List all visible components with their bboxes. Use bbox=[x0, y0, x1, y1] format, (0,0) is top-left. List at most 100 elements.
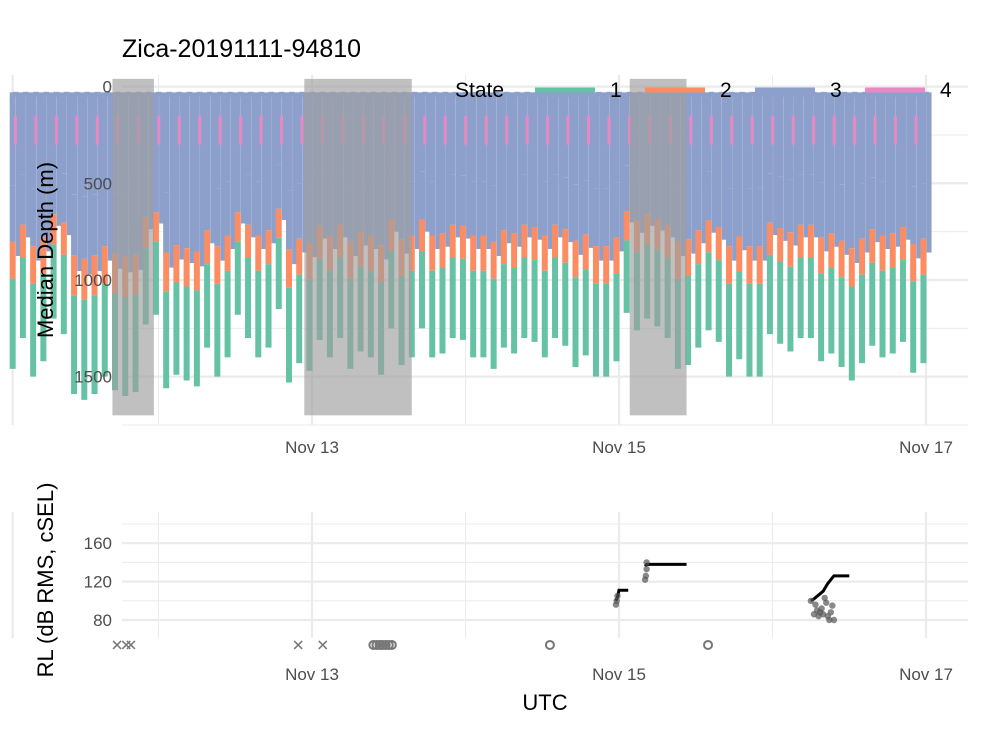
x-tick-label: Nov 13 bbox=[285, 438, 339, 457]
cross-stroke bbox=[126, 640, 136, 650]
dive-profile bbox=[60, 91, 72, 335]
x-tick-label: Nov 15 bbox=[592, 438, 646, 457]
dive-profile bbox=[603, 91, 615, 377]
dive-profile bbox=[736, 91, 748, 360]
dive-profile bbox=[214, 91, 226, 377]
dive-profile bbox=[879, 91, 891, 358]
rms-point bbox=[829, 602, 836, 609]
dive-profile bbox=[50, 91, 62, 319]
cross-marker bbox=[112, 640, 122, 650]
rms-point bbox=[827, 609, 835, 616]
dive-profile bbox=[766, 91, 779, 335]
rms-point bbox=[613, 597, 620, 604]
dive-profile bbox=[173, 91, 185, 375]
rms-point bbox=[823, 599, 830, 606]
csel-line bbox=[810, 574, 850, 603]
open-circle-marker bbox=[383, 639, 394, 650]
legend-item-state-1: 1 bbox=[535, 79, 622, 102]
dive-profile bbox=[889, 91, 901, 354]
dive-profile bbox=[920, 91, 932, 364]
dive-profile bbox=[101, 91, 113, 377]
dive-profile bbox=[756, 91, 768, 377]
open-circle-marker bbox=[368, 639, 379, 650]
dive-profile bbox=[787, 91, 799, 352]
y-axis-label: Median Depth (m) bbox=[33, 162, 58, 338]
rms-point bbox=[614, 592, 621, 600]
dive-profile bbox=[19, 91, 32, 338]
dive-profile bbox=[490, 91, 502, 369]
dive-profile bbox=[439, 91, 451, 354]
depth-panel: 0 500 1000 1500 Nov 13 Nov 15 Nov 17 Median Dep… bbox=[9, 75, 968, 457]
dive-profile bbox=[531, 91, 543, 342]
rms-point bbox=[812, 601, 819, 608]
dive-profile bbox=[899, 91, 912, 342]
dive-profile bbox=[204, 91, 216, 348]
dive-profile bbox=[152, 91, 165, 315]
y-tick-label: 500 bbox=[84, 174, 112, 193]
dive-profile bbox=[429, 91, 441, 358]
dive-profile bbox=[552, 91, 564, 338]
dive-profile bbox=[265, 91, 277, 348]
dive-profile bbox=[193, 91, 206, 387]
dive-profile bbox=[511, 91, 523, 354]
legend-label: 3 bbox=[830, 79, 842, 102]
dive-profile bbox=[828, 91, 840, 354]
rms-point bbox=[821, 594, 828, 602]
dive-profile bbox=[500, 91, 513, 348]
dive-profile bbox=[869, 91, 881, 346]
dive-profile bbox=[234, 91, 246, 315]
x-tick-label: Nov 15 bbox=[592, 665, 646, 684]
dive-profile bbox=[562, 91, 574, 346]
dive-profile bbox=[582, 91, 594, 356]
dive-profile bbox=[521, 91, 533, 338]
rms-point bbox=[830, 616, 838, 624]
dive-profile bbox=[296, 91, 308, 364]
dive-profile bbox=[275, 91, 287, 309]
cross-stroke bbox=[318, 640, 328, 650]
dive-profile bbox=[859, 91, 871, 364]
exposure-shade bbox=[629, 78, 687, 416]
dive-profile bbox=[613, 91, 625, 362]
dive-profile bbox=[797, 91, 809, 338]
dive-profile bbox=[592, 91, 605, 377]
y-tick-label: 1500 bbox=[74, 368, 112, 387]
dive-profile bbox=[9, 91, 21, 369]
open-circle-marker bbox=[374, 639, 385, 650]
y-axis-label: RL (dB RMS, cSEL) bbox=[33, 483, 58, 678]
chart-title: Zica-20191111-94810 bbox=[122, 35, 361, 63]
y-tick-label: 1000 bbox=[74, 271, 112, 290]
cross-marker bbox=[293, 640, 303, 650]
rms-point bbox=[643, 565, 650, 573]
open-circle-marker bbox=[380, 639, 391, 650]
dive-profile bbox=[81, 91, 93, 400]
legend-title: State bbox=[455, 79, 504, 102]
dive-profile bbox=[163, 91, 175, 389]
cross-stroke bbox=[112, 640, 122, 650]
y-tick-label: 80 bbox=[93, 611, 112, 630]
x-tick-label: Nov 17 bbox=[899, 665, 953, 684]
rms-point bbox=[642, 572, 650, 580]
dive-profile bbox=[695, 91, 707, 348]
legend-item-state-2: 2 bbox=[645, 79, 732, 102]
csel-line bbox=[643, 562, 687, 568]
dive-profile bbox=[459, 91, 472, 340]
open-circle-marker bbox=[386, 639, 397, 650]
open-circle-marker bbox=[371, 639, 382, 650]
dive-profile bbox=[726, 91, 738, 377]
dive-profile bbox=[40, 91, 52, 362]
dive-profile bbox=[715, 91, 727, 342]
dive-profile bbox=[245, 91, 257, 338]
dive-profile bbox=[224, 91, 236, 358]
dive-profile bbox=[183, 91, 195, 381]
cross-stroke bbox=[293, 640, 303, 650]
exposure-shade bbox=[112, 78, 154, 416]
dive-profile bbox=[480, 91, 492, 358]
x-tick-label: Nov 17 bbox=[899, 438, 953, 457]
dive-profile bbox=[705, 91, 717, 331]
dive-profile bbox=[848, 91, 860, 381]
exposure-shade bbox=[304, 78, 412, 416]
y-tick-label: 0 bbox=[103, 78, 112, 97]
y-tick-label: 120 bbox=[84, 573, 112, 592]
legend-label: 4 bbox=[940, 79, 952, 102]
